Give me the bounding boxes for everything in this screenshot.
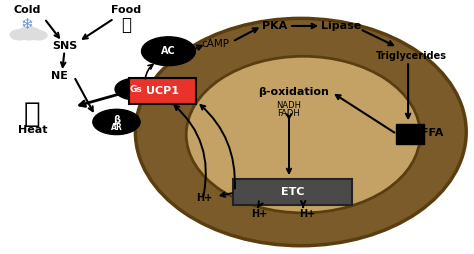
Text: Lipase: Lipase — [321, 21, 361, 31]
FancyBboxPatch shape — [129, 78, 196, 104]
Text: AC: AC — [161, 46, 176, 56]
FancyBboxPatch shape — [233, 179, 352, 205]
Text: UCP1: UCP1 — [146, 86, 179, 96]
FancyBboxPatch shape — [396, 124, 424, 144]
Ellipse shape — [136, 18, 466, 246]
Text: H+: H+ — [299, 209, 315, 219]
Text: Cold: Cold — [13, 5, 40, 14]
Text: β: β — [113, 115, 120, 125]
Circle shape — [115, 78, 156, 100]
Text: Heat: Heat — [18, 124, 47, 135]
Text: PKA: PKA — [262, 21, 287, 31]
Circle shape — [10, 30, 29, 40]
Text: Triglycerides: Triglycerides — [376, 51, 447, 61]
Text: Food: Food — [111, 5, 141, 14]
Circle shape — [30, 31, 47, 40]
Text: 🍔: 🍔 — [121, 16, 131, 34]
Text: H+: H+ — [196, 193, 212, 203]
Text: Gs: Gs — [129, 85, 142, 94]
Text: β-oxidation: β-oxidation — [258, 87, 329, 97]
Text: ETC: ETC — [281, 187, 304, 197]
Text: cAMP: cAMP — [202, 39, 230, 49]
Ellipse shape — [186, 56, 420, 213]
Text: ❄: ❄ — [20, 17, 33, 32]
Text: NE: NE — [51, 71, 68, 82]
Circle shape — [17, 27, 41, 40]
Text: SNS: SNS — [52, 41, 77, 51]
Circle shape — [93, 109, 140, 135]
Text: AR: AR — [110, 122, 122, 132]
Text: FADH: FADH — [278, 109, 301, 118]
Circle shape — [142, 37, 195, 66]
Text: 🔥: 🔥 — [24, 100, 41, 128]
Text: H+: H+ — [252, 209, 268, 219]
Text: FFA: FFA — [421, 128, 443, 138]
Text: NADH: NADH — [276, 101, 301, 110]
